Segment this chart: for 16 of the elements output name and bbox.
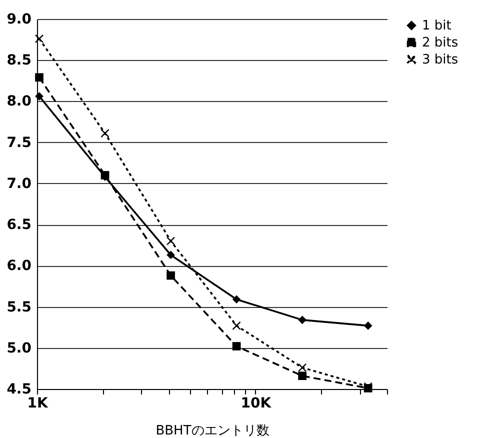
y-tick-label: 4.5 [6,382,32,398]
y-tick-label: 8.0 [6,94,32,110]
y-tick-label: 6.5 [6,217,32,234]
legend-label: 3 bits [422,52,458,68]
x-tick-label: 10K [240,396,272,412]
y-tick-label: 7.5 [6,134,32,151]
y-tick-label: 5.0 [6,340,32,356]
x-tick-label: 1K [27,396,49,412]
x-axis-title: BBHTのエントリ数 [156,424,270,438]
y-tick-label: 5.5 [6,299,32,316]
legend-label: 1 bit [422,18,452,34]
y-tick-label: 6.0 [6,258,32,274]
y-tick-label: 9.0 [6,12,32,28]
y-tick-label: 7.0 [6,176,32,192]
y-tick-label: 8.5 [6,52,32,69]
legend-label: 2 bits [422,36,458,50]
